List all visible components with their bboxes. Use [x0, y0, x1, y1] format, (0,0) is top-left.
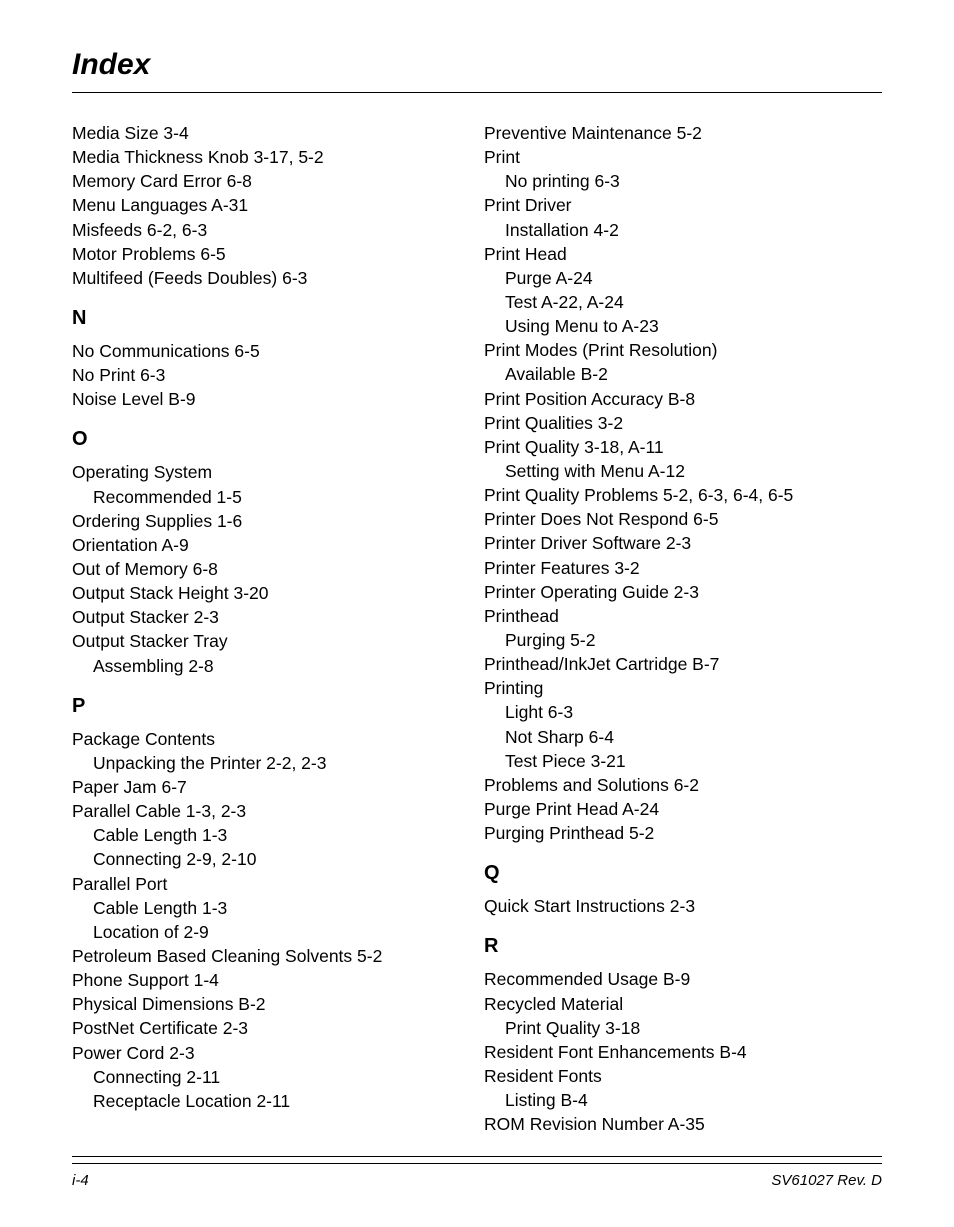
index-entry: Printer Does Not Respond 6-5: [484, 507, 882, 531]
index-subentry: Purging 5-2: [484, 628, 882, 652]
index-subentry: Print Quality 3-18: [484, 1016, 882, 1040]
index-entry: Paper Jam 6-7: [72, 775, 470, 799]
index-entry: Motor Problems 6-5: [72, 242, 470, 266]
index-subentry: Assembling 2-8: [72, 654, 470, 678]
index-subentry: Using Menu to A-23: [484, 314, 882, 338]
index-subentry: Unpacking the Printer 2-2, 2-3: [72, 751, 470, 775]
index-entry: Media Thickness Knob 3-17, 5-2: [72, 145, 470, 169]
index-entry: Print Position Accuracy B-8: [484, 387, 882, 411]
index-subentry: Cable Length 1-3: [72, 823, 470, 847]
index-subentry: Setting with Menu A-12: [484, 459, 882, 483]
index-subentry: Connecting 2-11: [72, 1065, 470, 1089]
right-column: Preventive Maintenance 5-2PrintNo printi…: [484, 121, 882, 1136]
index-entry: No Print 6-3: [72, 363, 470, 387]
index-entry: Recommended Usage B-9: [484, 967, 882, 991]
index-entry: Printhead: [484, 604, 882, 628]
index-entry: Multifeed (Feeds Doubles) 6-3: [72, 266, 470, 290]
index-entry: Print Qualities 3-2: [484, 411, 882, 435]
index-columns: Media Size 3-4Media Thickness Knob 3-17,…: [72, 121, 882, 1136]
footer: i-4 SV61027 Rev. D: [72, 1163, 882, 1189]
index-subentry: Purge A-24: [484, 266, 882, 290]
index-entry: Physical Dimensions B-2: [72, 992, 470, 1016]
index-entry: No Communications 6-5: [72, 339, 470, 363]
index-entry: Power Cord 2-3: [72, 1041, 470, 1065]
index-subentry: Location of 2-9: [72, 920, 470, 944]
index-entry: Operating System: [72, 460, 470, 484]
index-entry: Print Quality 3-18, A-11: [484, 435, 882, 459]
index-entry: Print Driver: [484, 193, 882, 217]
index-entry: Printer Operating Guide 2-3: [484, 580, 882, 604]
index-section-letter: Q: [484, 862, 882, 885]
index-section-letter: N: [72, 307, 470, 330]
index-entry: Menu Languages A-31: [72, 193, 470, 217]
index-entry: Phone Support 1-4: [72, 968, 470, 992]
index-entry: Out of Memory 6-8: [72, 557, 470, 581]
index-section-letter: R: [484, 935, 882, 958]
index-entry: Ordering Supplies 1-6: [72, 509, 470, 533]
footer-revision: SV61027 Rev. D: [771, 1172, 882, 1189]
index-section-letter: O: [72, 428, 470, 451]
index-entry: Package Contents: [72, 727, 470, 751]
index-entry: Preventive Maintenance 5-2: [484, 121, 882, 145]
index-entry: Quick Start Instructions 2-3: [484, 894, 882, 918]
index-entry: Print Head: [484, 242, 882, 266]
index-entry: PostNet Certificate 2-3: [72, 1016, 470, 1040]
index-entry: Print Modes (Print Resolution): [484, 338, 882, 362]
index-entry: Printhead/InkJet Cartridge B-7: [484, 652, 882, 676]
index-subentry: Cable Length 1-3: [72, 896, 470, 920]
index-entry: Problems and Solutions 6-2: [484, 773, 882, 797]
footer-page-number: i-4: [72, 1172, 89, 1189]
index-subentry: Available B-2: [484, 362, 882, 386]
title-area: Index: [72, 48, 882, 93]
index-section-letter: P: [72, 695, 470, 718]
index-entry: Resident Fonts: [484, 1064, 882, 1088]
index-entry: Parallel Port: [72, 872, 470, 896]
index-entry: ROM Revision Number A-35: [484, 1112, 882, 1136]
index-entry: Resident Font Enhancements B-4: [484, 1040, 882, 1064]
index-subentry: Test A-22, A-24: [484, 290, 882, 314]
index-subentry: Recommended 1-5: [72, 485, 470, 509]
left-column: Media Size 3-4Media Thickness Knob 3-17,…: [72, 121, 470, 1136]
index-entry: Printer Driver Software 2-3: [484, 531, 882, 555]
index-subentry: Installation 4-2: [484, 218, 882, 242]
index-subentry: Light 6-3: [484, 700, 882, 724]
index-entry: Print Quality Problems 5-2, 6-3, 6-4, 6-…: [484, 483, 882, 507]
index-entry: Petroleum Based Cleaning Solvents 5-2: [72, 944, 470, 968]
index-entry: Output Stacker 2-3: [72, 605, 470, 629]
index-subentry: Listing B-4: [484, 1088, 882, 1112]
index-entry: Printer Features 3-2: [484, 556, 882, 580]
page-title: Index: [72, 48, 882, 82]
index-subentry: Connecting 2-9, 2-10: [72, 847, 470, 871]
index-entry: Output Stack Height 3-20: [72, 581, 470, 605]
index-entry: Purging Printhead 5-2: [484, 821, 882, 845]
index-subentry: Not Sharp 6-4: [484, 725, 882, 749]
index-subentry: Test Piece 3-21: [484, 749, 882, 773]
index-subentry: No printing 6-3: [484, 169, 882, 193]
index-entry: Purge Print Head A-24: [484, 797, 882, 821]
index-entry: Recycled Material: [484, 992, 882, 1016]
index-entry: Memory Card Error 6-8: [72, 169, 470, 193]
index-entry: Media Size 3-4: [72, 121, 470, 145]
index-entry: Printing: [484, 676, 882, 700]
index-entry: Parallel Cable 1-3, 2-3: [72, 799, 470, 823]
index-subentry: Receptacle Location 2-11: [72, 1089, 470, 1113]
index-entry: Orientation A-9: [72, 533, 470, 557]
index-entry: Noise Level B-9: [72, 387, 470, 411]
bottom-rule: [72, 1156, 882, 1157]
index-entry: Print: [484, 145, 882, 169]
index-entry: Misfeeds 6-2, 6-3: [72, 218, 470, 242]
index-entry: Output Stacker Tray: [72, 629, 470, 653]
